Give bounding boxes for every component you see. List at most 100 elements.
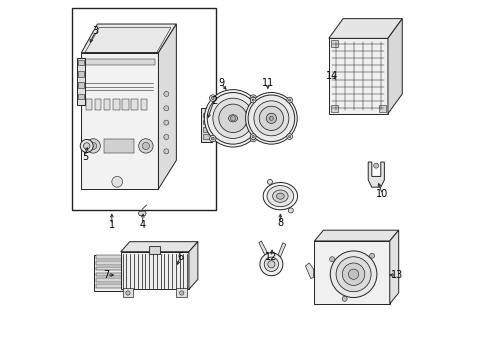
Text: 2: 2 xyxy=(210,96,217,106)
Polygon shape xyxy=(258,241,267,255)
Polygon shape xyxy=(188,242,198,289)
Circle shape xyxy=(211,96,214,99)
Text: 3: 3 xyxy=(92,26,99,36)
Circle shape xyxy=(209,95,216,101)
Bar xyxy=(140,99,147,110)
Circle shape xyxy=(267,179,272,184)
Bar xyxy=(72,8,215,211)
Polygon shape xyxy=(138,211,146,216)
Circle shape xyxy=(207,93,258,144)
Circle shape xyxy=(163,134,168,139)
Polygon shape xyxy=(314,230,398,241)
Circle shape xyxy=(163,120,168,125)
Circle shape xyxy=(348,269,358,279)
Text: 6: 6 xyxy=(177,252,183,262)
Circle shape xyxy=(373,163,378,168)
Circle shape xyxy=(218,104,247,132)
Circle shape xyxy=(89,142,97,149)
Circle shape xyxy=(251,135,254,138)
Bar xyxy=(96,267,122,270)
Circle shape xyxy=(250,134,256,139)
Bar xyxy=(94,255,124,291)
Text: 8: 8 xyxy=(277,218,283,228)
Circle shape xyxy=(342,296,346,301)
Bar xyxy=(85,59,155,65)
Bar xyxy=(96,261,122,265)
Bar xyxy=(96,273,122,276)
Polygon shape xyxy=(367,162,384,187)
Circle shape xyxy=(253,101,288,136)
Circle shape xyxy=(245,93,297,144)
Circle shape xyxy=(83,143,90,149)
Circle shape xyxy=(247,95,294,141)
Text: 9: 9 xyxy=(218,78,224,88)
Bar xyxy=(122,288,133,297)
Circle shape xyxy=(163,91,168,96)
Circle shape xyxy=(204,90,261,147)
Ellipse shape xyxy=(263,183,297,210)
Circle shape xyxy=(250,97,256,103)
Circle shape xyxy=(287,208,293,213)
Bar xyxy=(113,99,119,110)
Bar xyxy=(202,127,210,132)
Polygon shape xyxy=(389,230,398,304)
Circle shape xyxy=(209,135,216,142)
Text: 10: 10 xyxy=(376,189,388,199)
Circle shape xyxy=(212,98,253,139)
Polygon shape xyxy=(81,24,176,53)
Text: 11: 11 xyxy=(261,78,273,88)
Bar xyxy=(78,71,83,77)
Circle shape xyxy=(288,135,290,138)
Circle shape xyxy=(163,149,168,154)
Circle shape xyxy=(251,96,254,99)
Circle shape xyxy=(86,139,100,153)
Bar xyxy=(201,108,211,142)
Bar xyxy=(95,99,101,110)
Circle shape xyxy=(267,261,274,268)
Bar xyxy=(81,53,158,189)
Bar xyxy=(78,82,83,88)
Circle shape xyxy=(288,99,290,101)
Circle shape xyxy=(230,116,235,121)
Bar xyxy=(104,139,134,153)
Bar xyxy=(78,59,83,65)
Circle shape xyxy=(286,134,292,139)
Bar xyxy=(330,105,337,112)
Ellipse shape xyxy=(272,190,287,202)
Polygon shape xyxy=(328,19,402,39)
Ellipse shape xyxy=(266,185,293,207)
Text: 7: 7 xyxy=(103,270,109,280)
Bar xyxy=(78,94,83,99)
Bar xyxy=(176,288,187,297)
Bar xyxy=(77,58,85,105)
Circle shape xyxy=(264,257,278,271)
Circle shape xyxy=(112,176,122,187)
Text: 4: 4 xyxy=(139,220,145,230)
Circle shape xyxy=(163,106,168,111)
Bar xyxy=(149,246,160,253)
Bar xyxy=(122,99,128,110)
Circle shape xyxy=(369,253,374,258)
Bar xyxy=(96,278,122,282)
Text: 5: 5 xyxy=(81,152,88,162)
Bar xyxy=(314,241,389,304)
Polygon shape xyxy=(387,19,402,114)
Bar xyxy=(85,99,92,110)
Text: 14: 14 xyxy=(325,71,338,81)
Text: 12: 12 xyxy=(264,252,277,262)
Circle shape xyxy=(259,106,283,130)
Circle shape xyxy=(329,257,334,262)
Circle shape xyxy=(286,97,292,103)
Ellipse shape xyxy=(228,115,237,122)
Bar xyxy=(96,255,122,259)
Bar xyxy=(202,134,210,139)
Circle shape xyxy=(142,142,149,149)
Polygon shape xyxy=(305,263,313,279)
Circle shape xyxy=(251,137,254,140)
Circle shape xyxy=(179,291,183,295)
Circle shape xyxy=(260,253,282,276)
Text: 13: 13 xyxy=(390,270,402,280)
Bar xyxy=(330,40,337,47)
Polygon shape xyxy=(158,24,176,189)
Bar xyxy=(104,99,110,110)
